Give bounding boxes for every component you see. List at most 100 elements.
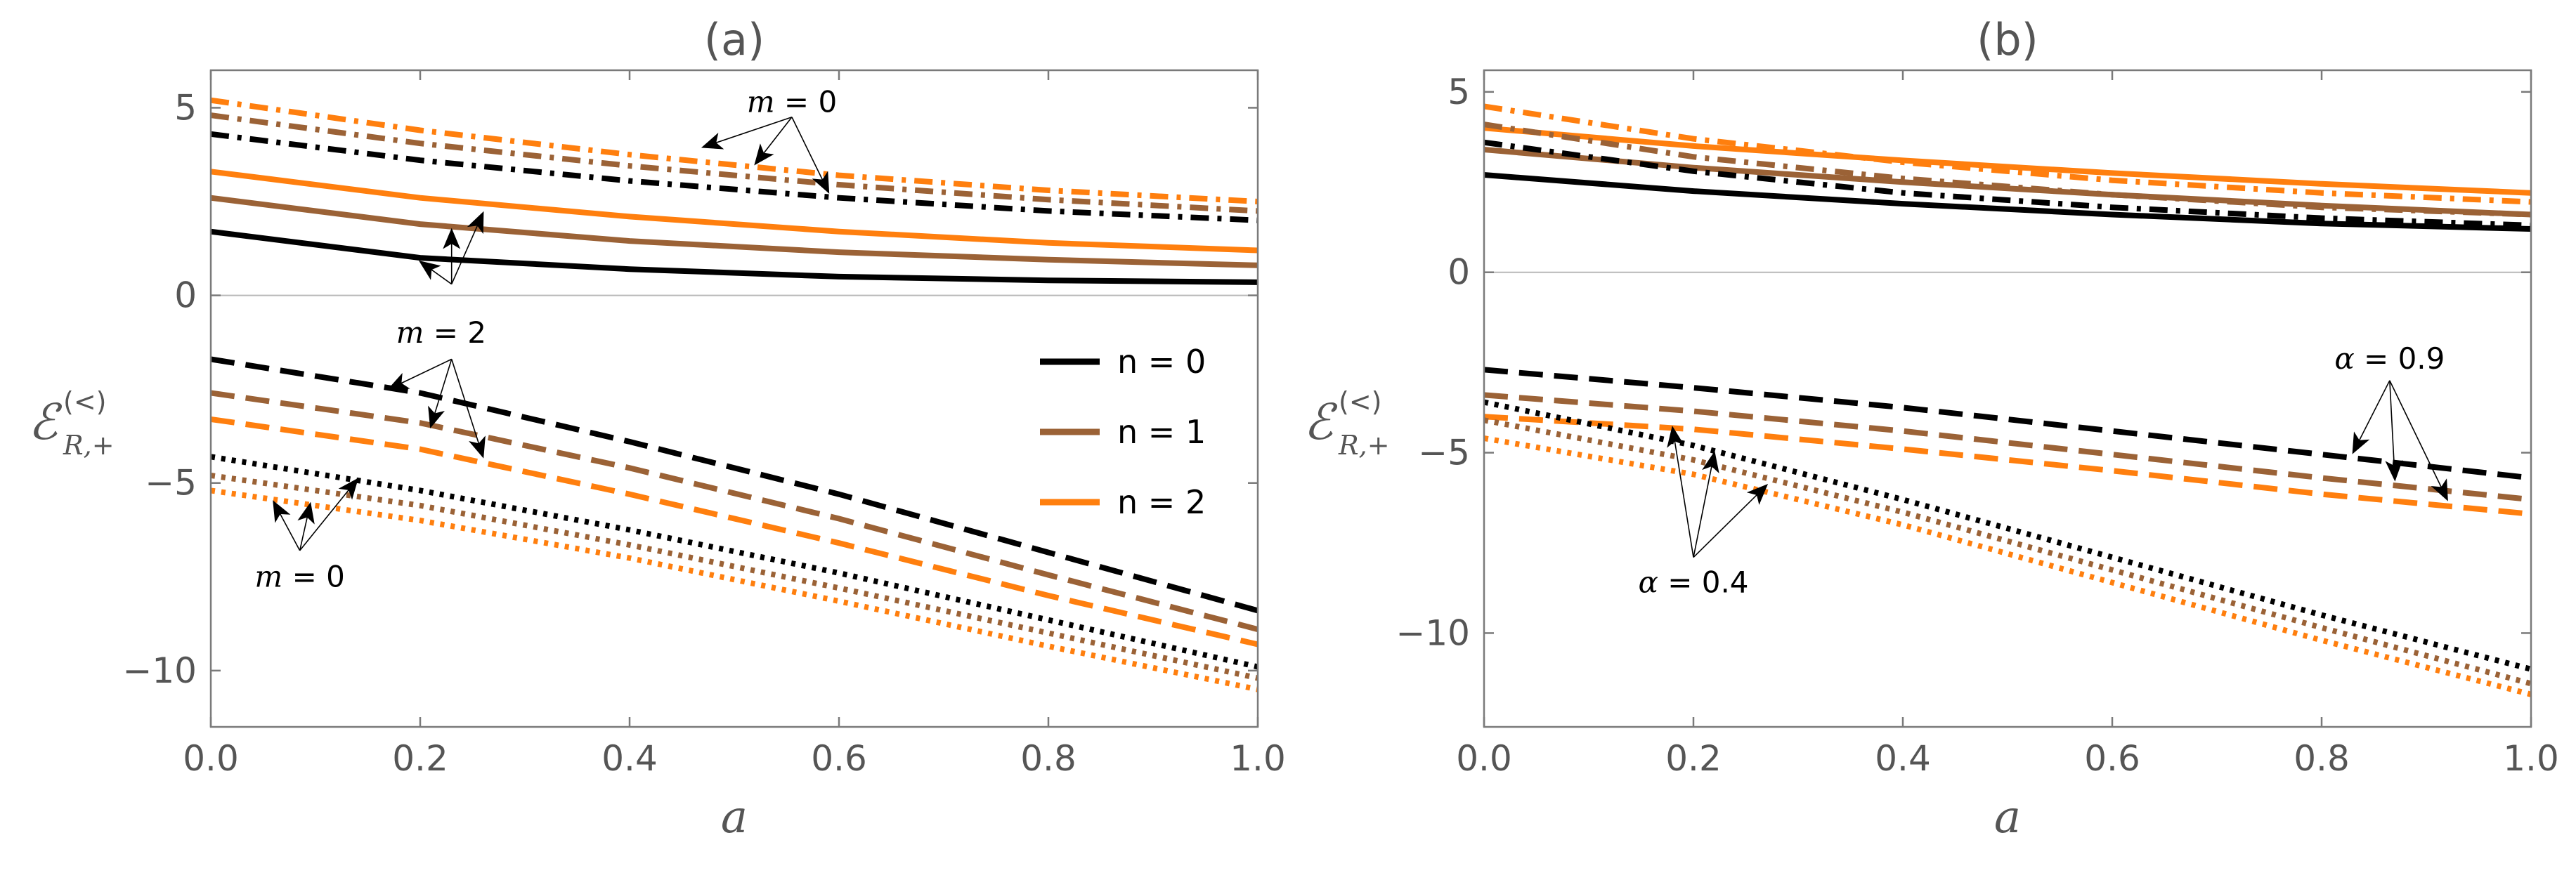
annotation-label: m = 0 xyxy=(747,84,837,119)
x-axis-label: a xyxy=(1994,792,2021,843)
annotation-arrow xyxy=(299,478,359,551)
panel-a: (a) 0.0 0.2 0.4 0.6 0.8 1.0 5 0 −5 −10 a ℰ (<) R,+ m = … xyxy=(28,14,1286,843)
annotation xyxy=(418,211,484,285)
series-line-dotted xyxy=(1484,417,2531,687)
series-line-dashed xyxy=(211,416,1258,648)
series-line-solid xyxy=(211,228,1258,285)
y-axis-label-sup: (<) xyxy=(1339,386,1382,417)
legend-label: n = 1 xyxy=(1117,413,1206,451)
series-line-dashdot xyxy=(1484,139,2531,228)
annotation-var: α xyxy=(1638,565,1658,600)
annotation-arrow xyxy=(450,359,486,459)
series-group xyxy=(1484,103,2531,697)
annotation-var: α xyxy=(2334,341,2354,376)
x-tick-label: 0.4 xyxy=(1875,738,1931,779)
x-axis-label: a xyxy=(721,792,748,843)
y-axis-label: ℰ (<) R,+ xyxy=(1303,386,1390,461)
annotation-arrow xyxy=(2389,380,2448,501)
series-line-solid xyxy=(211,169,1258,254)
x-tick-label: 0.0 xyxy=(183,738,239,779)
annotation-arrow xyxy=(2352,380,2390,454)
annotation-value: = 0 xyxy=(282,559,345,593)
series-line-dotted xyxy=(1484,435,2531,697)
y-tick-label: 5 xyxy=(174,87,197,128)
y-tick-label: 0 xyxy=(174,275,197,316)
x-tick-label: 0.6 xyxy=(2084,738,2140,779)
panel-b: (b) 0.0 0.2 0.4 0.6 0.8 1.0 5 0 −5 −10 a ℰ (<) R,+ α = … xyxy=(1303,14,2559,843)
annotation: m = 0 xyxy=(254,478,359,593)
annotation-arrow xyxy=(297,501,315,551)
series-line-dashdot xyxy=(211,131,1258,223)
annotation-arrow xyxy=(387,358,453,390)
annotation-arrow xyxy=(1667,426,1694,558)
annotation-label: m = 0 xyxy=(254,559,344,593)
chart-title: (a) xyxy=(704,14,765,65)
series-line-solid xyxy=(1484,125,2531,196)
x-tick-label: 0.8 xyxy=(2294,738,2350,779)
series-line-dashdot xyxy=(211,112,1258,214)
annotation-arrow xyxy=(1693,451,1719,558)
legend-label: n = 2 xyxy=(1117,483,1206,521)
x-tick-label: 0.2 xyxy=(392,738,448,779)
series-line-dashdot xyxy=(1484,122,2531,218)
annotation-value: = 0 xyxy=(775,84,838,119)
annotation-value: = 0.4 xyxy=(1658,565,1749,600)
chart-title: (b) xyxy=(1977,14,2038,65)
y-tick-label: −5 xyxy=(145,463,197,504)
annotation-arrow xyxy=(754,117,793,166)
annotation-arrow xyxy=(701,117,793,150)
annotation-arrow xyxy=(273,500,301,551)
series-line-solid xyxy=(1484,172,2531,232)
y-axis-label-main: ℰ xyxy=(1303,393,1338,451)
y-tick-label: −5 xyxy=(1418,433,1470,473)
series-line-dashdot xyxy=(1484,103,2531,205)
annotation-var: m xyxy=(396,315,424,350)
x-tick-label: 1.0 xyxy=(2503,738,2559,779)
annotation-var: m xyxy=(254,559,282,593)
x-tick-label: 0.6 xyxy=(811,738,867,779)
plot-frame xyxy=(1483,69,2532,728)
y-axis-label-sup: (<) xyxy=(63,386,107,417)
annotation: α = 0.4 xyxy=(1638,426,1769,600)
x-tick-label: 0.0 xyxy=(1456,738,1512,779)
y-tick-label: −10 xyxy=(1396,612,1470,653)
x-tick-label: 1.0 xyxy=(1230,738,1286,779)
series-line-dotted xyxy=(211,473,1258,681)
y-axis-label: ℰ (<) R,+ xyxy=(28,386,115,461)
series-line-dashed xyxy=(211,390,1258,632)
series-line-dashdot xyxy=(211,97,1258,204)
annotation-arrow xyxy=(428,359,453,428)
legend-label: n = 0 xyxy=(1117,343,1206,381)
y-tick-label: 0 xyxy=(1448,252,1470,293)
annotation: α = 0.9 xyxy=(2334,341,2448,501)
annotation-var: m xyxy=(747,84,775,119)
legend: n = 0 n = 1 n = 2 xyxy=(1040,343,1206,521)
y-axis-label-main: ℰ xyxy=(28,393,63,451)
annotation-arrow xyxy=(1693,484,1769,558)
y-axis-label-sub: R,+ xyxy=(1338,430,1390,461)
y-tick-label: 5 xyxy=(1448,72,1470,112)
annotation-arrow xyxy=(418,261,453,285)
series-line-dotted xyxy=(211,454,1258,670)
x-tick-label: 0.8 xyxy=(1020,738,1076,779)
annotation-value: = 2 xyxy=(424,315,486,350)
annotation-label: α = 0.9 xyxy=(2334,341,2445,376)
series-group xyxy=(211,97,1258,692)
annotation-label: α = 0.4 xyxy=(1638,565,1748,600)
y-tick-label: −10 xyxy=(122,650,197,691)
annotation-arrow xyxy=(450,211,484,284)
series-line-solid xyxy=(211,195,1258,268)
annotation-arrow xyxy=(791,117,830,194)
series-line-solid xyxy=(1484,147,2531,218)
annotation-label: m = 2 xyxy=(396,315,486,350)
y-axis-label-sub: R,+ xyxy=(63,430,115,461)
annotation: m = 2 xyxy=(387,315,486,459)
annotation-value: = 0.9 xyxy=(2355,341,2445,376)
annotation: m = 0 xyxy=(701,84,837,194)
series-line-dotted xyxy=(211,487,1258,692)
series-line-dotted xyxy=(1484,399,2531,672)
annotation-arrow xyxy=(2385,380,2403,482)
plot-frame xyxy=(209,69,1259,728)
series-line-dashed xyxy=(211,356,1258,614)
